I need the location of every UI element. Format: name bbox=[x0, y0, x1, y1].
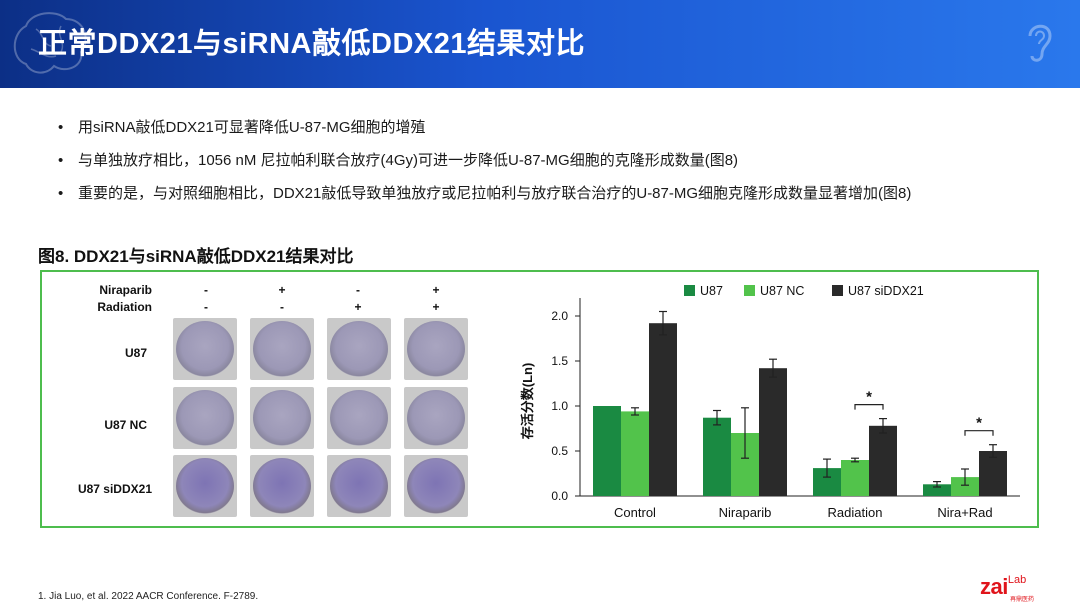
significance-star: * bbox=[866, 389, 872, 406]
bullet-list: 用siRNA敲低DDX21可显著降低U-87-MG细胞的增殖 与单独放疗相比，1… bbox=[58, 118, 1058, 229]
niraparib-sign: - bbox=[356, 283, 360, 297]
header-banner: 正常DDX21与siRNA敲低DDX21结果对比 bbox=[0, 0, 1080, 88]
bar bbox=[593, 406, 621, 496]
significance-star: * bbox=[976, 415, 982, 432]
colony-dish bbox=[327, 318, 391, 380]
page-title: 正常DDX21与siRNA敲低DDX21结果对比 bbox=[38, 28, 585, 60]
brain-icon bbox=[13, 12, 87, 74]
x-tick-label: Niraparib bbox=[719, 505, 772, 520]
y-tick-label: 1.0 bbox=[551, 399, 568, 413]
radiation-sign: - bbox=[204, 300, 208, 314]
x-tick-label: Radiation bbox=[828, 505, 883, 520]
logo-text: zai bbox=[980, 574, 1008, 599]
significance-bracket bbox=[854, 404, 884, 410]
colony-dish bbox=[404, 318, 468, 380]
colony-dish bbox=[173, 387, 237, 449]
figure-frame bbox=[40, 270, 1039, 528]
y-tick-label: 1.5 bbox=[551, 354, 568, 368]
bar bbox=[649, 323, 677, 496]
footnote: 1. Jia Luo, et al. 2022 AACR Conference.… bbox=[38, 591, 259, 602]
colony-dish bbox=[327, 387, 391, 449]
bar bbox=[703, 417, 731, 496]
radiation-label: Radiation bbox=[97, 300, 152, 314]
bar bbox=[869, 425, 897, 496]
logo-suffix: Lab bbox=[1007, 574, 1027, 586]
niraparib-sign: + bbox=[432, 283, 440, 297]
legend-swatch bbox=[684, 285, 695, 296]
chart-legend: U87 U87 NC U87 siDDX21 bbox=[684, 284, 924, 298]
radiation-sign: + bbox=[354, 300, 362, 314]
y-tick-label: 0.0 bbox=[551, 489, 568, 503]
y-axis-label: 存活分数(Ln) bbox=[520, 363, 535, 440]
bar bbox=[759, 368, 787, 496]
bar bbox=[841, 460, 869, 496]
bullet-item: 用siRNA敲低DDX21可显著降低U-87-MG细胞的增殖 bbox=[58, 118, 1058, 138]
colony-dish bbox=[327, 455, 391, 517]
x-tick-label: Nira+Rad bbox=[937, 505, 992, 520]
bar bbox=[621, 411, 649, 496]
niraparib-sign: - bbox=[204, 283, 208, 297]
bullet-item: 重要的是，与对照细胞相比，DDX21敲低导致单独放疗或尼拉帕利与放疗联合治疗的U… bbox=[58, 184, 1058, 216]
row-label-u87: U87 bbox=[124, 346, 147, 360]
colony-dish bbox=[250, 455, 314, 517]
niraparib-label: Niraparib bbox=[99, 283, 152, 297]
legend-swatch bbox=[832, 285, 843, 296]
survival-bar-chart: U87 U87 NC U87 siDDX21 0.0 0.5 1.0 1.5 2.0 Con… bbox=[520, 284, 1020, 520]
bullet-item: 与单独放疗相比，1056 nM 尼拉帕利联合放疗(4Gy)可进一步降低U-87-… bbox=[58, 151, 1058, 171]
ear-icon bbox=[1028, 24, 1052, 62]
x-tick-label: Control bbox=[614, 505, 656, 520]
legend-label: U87 NC bbox=[760, 284, 804, 298]
legend-swatch bbox=[744, 285, 755, 296]
chart-axes: 0.0 0.5 1.0 1.5 2.0 bbox=[551, 298, 1020, 503]
radiation-sign: - bbox=[280, 300, 284, 314]
legend-label: U87 bbox=[700, 284, 723, 298]
row-label-u87-nc: U87 NC bbox=[104, 418, 147, 432]
logo-subtext: 再鼎医药 bbox=[1010, 597, 1035, 603]
colony-dish bbox=[250, 387, 314, 449]
niraparib-sign: + bbox=[278, 283, 286, 297]
chart-bars: Control Niraparib Radiation * Nira+Rad * bbox=[593, 310, 1007, 520]
row-label-u87-siddx21: U87 siDDX21 bbox=[77, 482, 152, 496]
bar bbox=[951, 477, 979, 496]
significance-bracket bbox=[964, 430, 994, 436]
figure-title: 图8. DDX21与siRNA敲低DDX21结果对比 bbox=[38, 247, 354, 266]
colony-dish bbox=[173, 318, 237, 380]
colony-dish bbox=[250, 318, 314, 380]
zailab-logo: zaiLab 再鼎医药 bbox=[980, 574, 1040, 604]
bar bbox=[923, 484, 951, 496]
legend-label: U87 siDDX21 bbox=[848, 284, 924, 298]
radiation-sign: + bbox=[432, 300, 440, 314]
colony-dish bbox=[404, 387, 468, 449]
colony-dish bbox=[404, 455, 468, 517]
colony-dish bbox=[173, 455, 237, 517]
y-tick-label: 2.0 bbox=[551, 309, 568, 323]
y-tick-label: 0.5 bbox=[551, 444, 568, 458]
bar bbox=[979, 451, 1007, 496]
